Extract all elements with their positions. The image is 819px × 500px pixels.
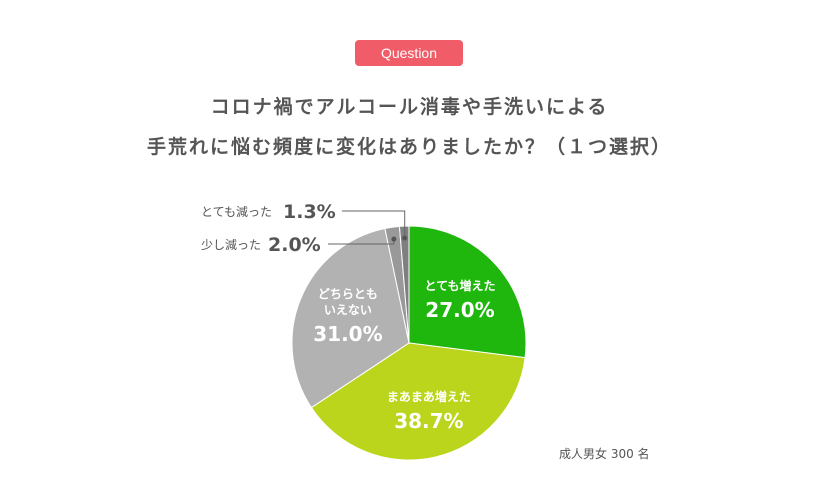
slice-label-somewhat-increased: まあまあ増えた xyxy=(387,389,471,404)
slice-label-slightly-decreased: 少し減った xyxy=(201,237,261,252)
pie-slice-neither xyxy=(291,227,410,409)
question-badge: Question xyxy=(355,40,463,66)
sample-size-note: 成人男女 300 名 xyxy=(559,447,650,461)
leader-dot-slightly-decreased xyxy=(391,236,397,242)
pie-slice-very-increased xyxy=(408,225,527,359)
question-title-line-2: 手荒れに悩む頻度に変化はありましたか？（１つ選択） xyxy=(146,136,672,158)
slice-value-neither: 31.0% xyxy=(313,322,382,346)
slice-value-very-increased: 27.0% xyxy=(425,298,494,322)
slice-value-somewhat-increased: 38.7% xyxy=(394,409,463,433)
slice-label-very-increased: とても増えた xyxy=(424,278,495,293)
leader-line-very-decreased xyxy=(342,210,406,239)
slice-label-neither: いえない xyxy=(324,303,372,317)
slice-label-very-decreased: とても減った xyxy=(201,204,272,219)
leader-dot-very-decreased xyxy=(402,235,408,241)
slice-label-neither: どちらとも xyxy=(318,287,378,301)
slice-value-slightly-decreased: 2.0% xyxy=(268,234,321,256)
slice-value-very-decreased: 1.3% xyxy=(283,201,336,223)
question-title-line-1: コロナ禍でアルコール消毒や手洗いによる xyxy=(210,96,609,118)
